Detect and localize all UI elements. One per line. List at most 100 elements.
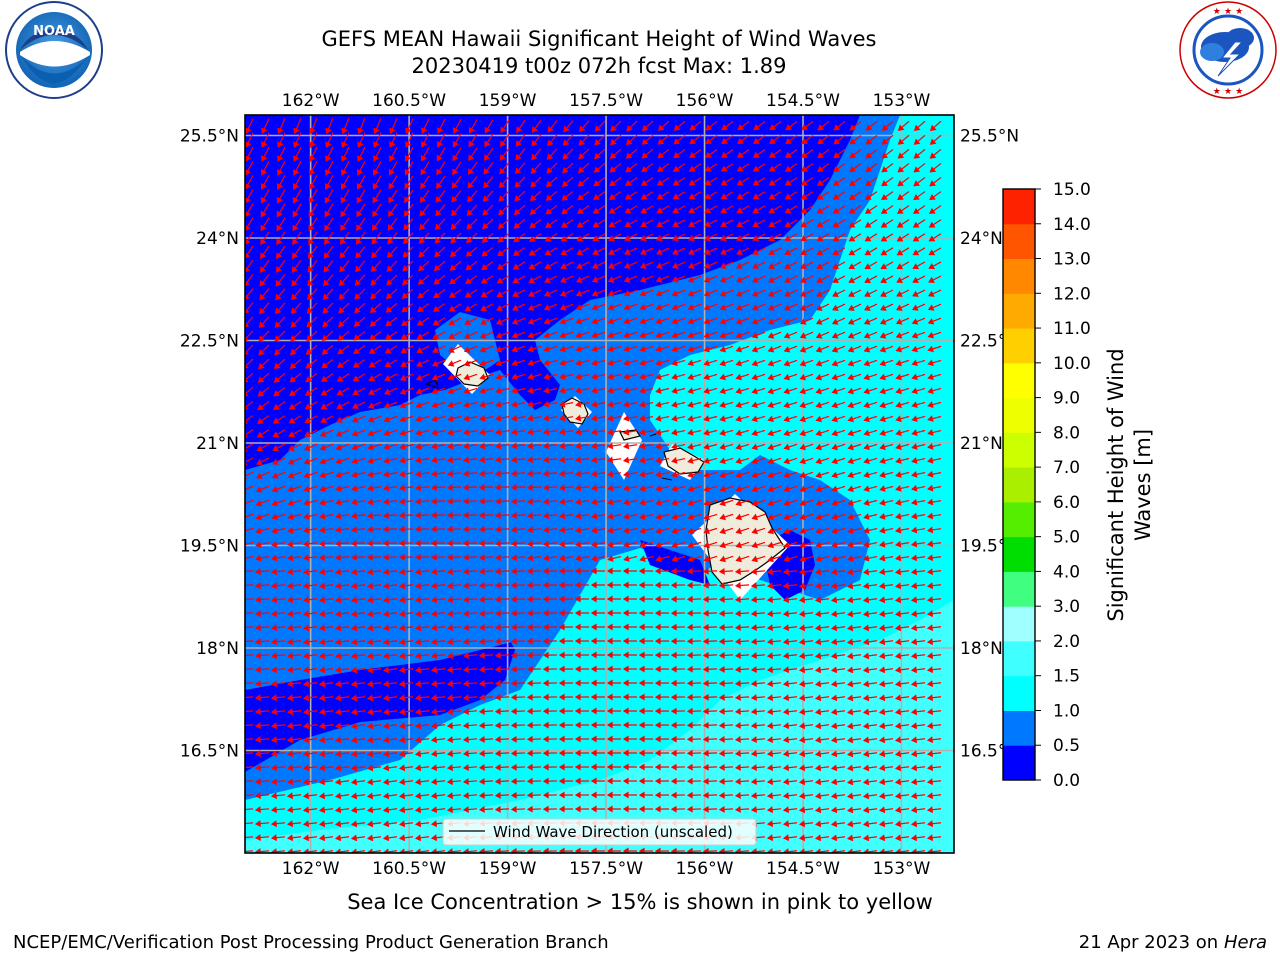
wind-arrow-head <box>831 359 839 367</box>
wind-arrow-head <box>388 210 395 217</box>
wind-arrow-head <box>260 196 267 204</box>
wind-arrow-head <box>558 693 565 701</box>
wind-arrow-head <box>929 138 937 145</box>
wind-arrow-head <box>258 321 266 329</box>
wind-arrow-head <box>736 179 744 186</box>
wind-arrow-head <box>367 443 374 451</box>
colorbar-segment <box>1003 293 1035 329</box>
wind-arrow-head <box>799 499 806 507</box>
wind-arrow-head <box>913 180 920 187</box>
wind-arrow-head <box>782 596 790 604</box>
wind-arrow-head <box>398 610 406 618</box>
wind-arrow-head <box>928 263 936 270</box>
wind-arrow-head <box>639 499 646 506</box>
wind-arrow-head <box>302 652 310 660</box>
wind-arrow-head <box>446 694 453 702</box>
wind-arrow-head <box>464 332 471 339</box>
wind-arrow-head <box>256 458 263 466</box>
wind-arrow-head <box>558 581 565 589</box>
wind-arrow-head <box>350 568 358 576</box>
wind-arrow-head <box>639 555 646 563</box>
wind-arrow-head <box>542 651 549 659</box>
wind-arrow-head <box>654 665 661 673</box>
wind-arrow-head <box>353 334 361 341</box>
wind-arrow-head <box>799 527 806 535</box>
wind-arrow-head <box>257 390 265 397</box>
wind-arrow-head <box>671 457 678 464</box>
wind-arrow-head <box>784 248 791 256</box>
wind-arrow-head <box>736 234 743 242</box>
wind-arrow-head <box>398 525 405 533</box>
wind-arrow-head <box>575 373 582 380</box>
wind-arrow-head <box>750 624 757 632</box>
wind-arrow-head <box>287 540 294 548</box>
wind-arrow-head <box>782 694 790 702</box>
wind-arrow-head <box>385 320 392 327</box>
wind-arrow-head <box>287 485 295 493</box>
wind-arrow-head <box>414 484 422 492</box>
wind-arrow-head <box>530 167 538 174</box>
wind-arrow-head <box>463 373 471 381</box>
wind-arrow-head <box>639 456 646 464</box>
wind-arrow-head <box>415 415 422 423</box>
wind-arrow-head <box>895 485 902 492</box>
wind-arrow-head <box>752 179 760 186</box>
wind-arrow-head <box>272 417 280 424</box>
wind-arrow-head <box>350 512 358 520</box>
wind-arrow-head <box>384 347 392 354</box>
wind-arrow-head <box>703 331 711 339</box>
wind-arrow-head <box>767 387 774 395</box>
colorbar-segment <box>1003 467 1035 503</box>
colorbar-tick-label: 12.0 <box>1053 284 1091 304</box>
wind-arrow-head <box>430 750 438 758</box>
wind-arrow-head <box>276 169 284 176</box>
wind-arrow-head <box>334 526 342 534</box>
wind-arrow-head <box>526 456 533 464</box>
wind-arrow-head <box>350 680 358 688</box>
wind-arrow-head <box>366 666 374 674</box>
wind-arrow-head <box>398 750 406 758</box>
wind-arrow-head <box>593 166 601 173</box>
lon-tick-labels-bottom: 162°W 160.5°W 159°W 157.5°W 156°W 154.5°W 153°… <box>282 859 931 879</box>
wind-arrow-head <box>849 165 856 173</box>
wind-arrow-head <box>623 359 630 366</box>
wind-arrow-head <box>319 512 326 520</box>
wind-arrow-head <box>926 596 934 604</box>
colorbar-label-line1: Significant Height of Wind <box>1104 348 1128 621</box>
wind-arrow-head <box>607 276 615 283</box>
wind-arrow-head <box>531 153 538 161</box>
wind-arrow-head <box>590 428 598 436</box>
wind-arrow-head <box>753 137 760 145</box>
wind-arrow-head <box>528 263 536 270</box>
wind-arrow-head <box>670 623 677 631</box>
colorbar-segment <box>1003 258 1035 294</box>
wind-arrow-head <box>414 568 422 576</box>
wind-arrow-head <box>257 404 264 411</box>
wind-arrow-head <box>448 305 456 312</box>
wind-arrow-head <box>751 443 758 451</box>
wind-arrow-head <box>354 279 362 286</box>
wind-arrow-head <box>462 722 469 729</box>
wind-arrow-head <box>766 638 773 646</box>
wind-arrow-head <box>574 651 581 659</box>
wind-arrow-head <box>510 693 517 701</box>
wind-arrow-head <box>399 443 406 450</box>
wind-arrow-head <box>671 373 678 381</box>
wind-arrow-head <box>527 304 535 311</box>
wind-arrow-head <box>529 235 536 242</box>
wind-arrow-head <box>607 373 614 380</box>
wind-arrow-head <box>927 331 935 339</box>
wind-arrow-head <box>832 221 840 228</box>
wind-arrow-head <box>766 624 773 632</box>
wind-arrow-head <box>401 306 409 313</box>
wind-arrow-head <box>752 165 760 172</box>
wind-arrow-head <box>670 581 677 589</box>
wind-arrow-head <box>607 317 615 325</box>
wind-arrow-head <box>783 527 790 535</box>
wind-arrow-head <box>655 276 663 283</box>
wind-arrow-head <box>335 430 343 437</box>
wind-arrow-head <box>292 183 300 190</box>
wind-arrow-head <box>831 332 839 339</box>
wind-arrow-head <box>432 333 440 340</box>
wind-arrow-head <box>510 497 517 505</box>
